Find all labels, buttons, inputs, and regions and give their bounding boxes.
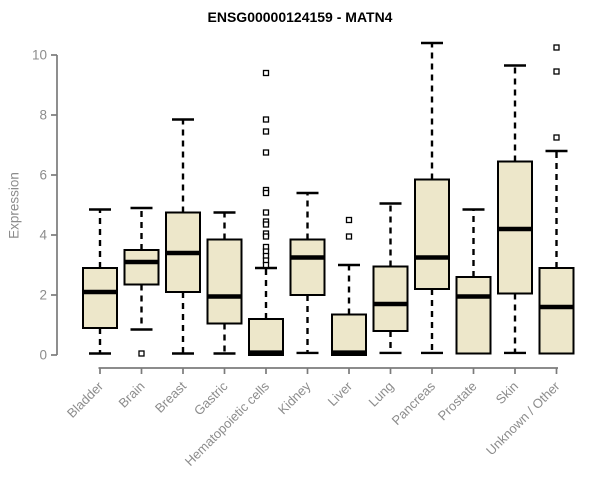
x-tick-label: Unknown / Other (483, 378, 563, 458)
y-tick-label: 8 (39, 108, 47, 123)
outlier-point (262, 189, 270, 197)
y-tick-label: 10 (32, 48, 47, 63)
box-pancreas (414, 41, 450, 355)
x-tick-label: Bladder (64, 378, 107, 421)
outlier-point (262, 209, 270, 216)
outlier-point (262, 233, 270, 240)
box-gastric (206, 211, 243, 355)
box-liver (331, 216, 367, 356)
box-skin (497, 64, 533, 355)
outlier-point (262, 116, 270, 123)
outlier-point (553, 68, 560, 75)
box-breast (165, 118, 201, 355)
x-tick-label: Prostate (435, 379, 480, 424)
box-unknown-other (538, 44, 575, 355)
box-kidney (289, 191, 326, 355)
box-hematopoietic-cells (248, 69, 284, 356)
box-bladder (82, 208, 118, 355)
x-tick-label: Breast (152, 378, 189, 415)
outlier-point (553, 44, 560, 51)
y-tick-label: 0 (39, 348, 47, 363)
outlier-point (553, 134, 560, 141)
y-axis: 0 2 4 6 8 10 (32, 48, 58, 363)
outlier-point (262, 69, 270, 77)
x-tick-label: Brain (116, 379, 148, 411)
y-tick-label: 4 (39, 228, 47, 243)
outlier-point (345, 216, 353, 224)
x-tick-label: Lung (366, 379, 397, 410)
box-brain (123, 206, 160, 357)
box-prostate (455, 208, 492, 355)
x-tick-label: Skin (493, 379, 521, 407)
x-tick-label: Kidney (275, 378, 314, 417)
outlier-point (345, 233, 353, 240)
outlier-point (262, 221, 270, 228)
box-lung (372, 202, 409, 355)
x-tick-label: Liver (325, 378, 356, 409)
x-tick-label: Gastric (191, 378, 231, 418)
outlier-point (138, 350, 145, 357)
outlier-point (262, 149, 270, 156)
y-tick-label: 2 (39, 288, 47, 303)
chart-title: ENSG00000124159 - MATN4 (207, 9, 393, 25)
outlier-point (262, 261, 270, 269)
outlier-point (262, 128, 270, 135)
y-tick-label: 6 (39, 168, 47, 183)
x-tick-label: Pancreas (389, 378, 439, 428)
